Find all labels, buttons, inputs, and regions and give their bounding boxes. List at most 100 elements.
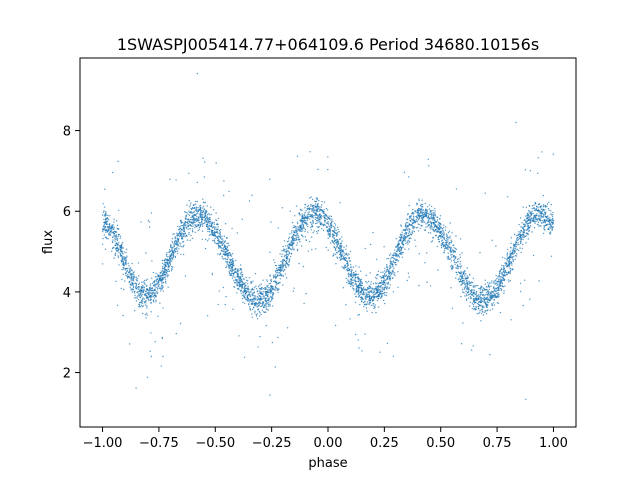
data-point xyxy=(171,240,173,242)
data-point xyxy=(433,227,435,229)
data-point xyxy=(464,282,466,285)
data-point xyxy=(535,207,538,210)
data-point xyxy=(192,211,195,213)
data-point xyxy=(341,240,343,242)
data-point xyxy=(206,221,209,224)
data-point xyxy=(454,263,456,265)
data-point xyxy=(148,298,150,300)
data-point xyxy=(136,291,138,294)
data-point xyxy=(208,238,210,240)
data-point xyxy=(131,279,133,281)
data-point xyxy=(223,244,225,246)
data-point xyxy=(259,335,261,338)
data-point xyxy=(428,216,430,218)
data-point xyxy=(465,293,467,295)
data-point xyxy=(310,236,313,238)
data-point xyxy=(220,249,223,252)
data-point xyxy=(282,263,284,265)
data-point xyxy=(251,282,253,284)
data-point xyxy=(274,261,276,264)
data-point xyxy=(160,276,162,278)
data-point xyxy=(475,299,477,301)
data-point xyxy=(356,280,358,283)
data-point xyxy=(397,243,399,245)
data-point xyxy=(527,227,529,230)
data-point xyxy=(230,253,232,256)
data-point xyxy=(307,208,309,210)
data-point xyxy=(178,231,181,233)
data-point xyxy=(255,315,258,317)
data-point xyxy=(289,210,291,212)
data-point xyxy=(477,298,480,301)
data-point xyxy=(267,309,269,311)
data-point xyxy=(418,200,420,202)
data-point xyxy=(435,230,438,233)
data-point xyxy=(327,237,329,239)
data-point xyxy=(463,277,465,280)
data-point xyxy=(288,251,290,253)
data-point xyxy=(313,214,315,217)
data-point xyxy=(484,283,486,285)
data-point xyxy=(525,221,527,224)
data-point xyxy=(225,266,227,269)
data-point xyxy=(122,268,125,270)
data-point xyxy=(416,217,419,219)
data-point xyxy=(433,217,436,219)
data-point xyxy=(426,225,429,228)
data-point xyxy=(155,292,157,294)
data-point xyxy=(124,262,127,265)
data-point xyxy=(327,223,329,225)
data-point xyxy=(166,252,168,254)
data-point xyxy=(394,252,396,254)
data-point xyxy=(312,220,314,222)
data-point xyxy=(468,290,470,292)
data-point xyxy=(424,209,427,212)
data-point xyxy=(189,224,192,227)
data-point xyxy=(363,301,366,303)
data-point xyxy=(195,220,198,223)
data-point xyxy=(353,288,355,290)
data-point xyxy=(432,209,434,212)
data-point xyxy=(116,238,119,240)
data-point xyxy=(507,264,510,266)
data-point xyxy=(457,266,459,268)
data-point xyxy=(277,291,279,294)
data-point xyxy=(520,242,522,245)
data-point xyxy=(483,298,486,301)
data-point xyxy=(395,238,397,240)
data-point xyxy=(177,243,179,246)
data-point xyxy=(161,259,164,262)
data-point xyxy=(244,297,246,300)
data-point xyxy=(174,249,176,251)
data-point xyxy=(115,280,117,283)
data-point xyxy=(311,198,314,201)
data-point xyxy=(389,279,391,281)
data-point xyxy=(491,239,493,241)
data-point xyxy=(268,297,271,299)
data-point xyxy=(423,221,426,223)
data-point xyxy=(219,252,222,255)
data-point xyxy=(167,266,169,268)
data-point xyxy=(150,212,153,214)
data-point xyxy=(317,210,319,212)
data-point xyxy=(265,324,267,327)
data-point xyxy=(397,241,400,243)
data-point xyxy=(120,247,123,249)
data-point xyxy=(237,273,239,276)
data-point xyxy=(219,246,221,248)
data-point xyxy=(455,277,457,279)
data-point xyxy=(321,204,323,206)
data-point xyxy=(448,241,451,244)
data-point xyxy=(439,234,441,237)
data-point xyxy=(481,291,483,294)
data-point xyxy=(262,288,265,290)
data-point xyxy=(183,230,186,233)
data-point xyxy=(117,228,119,230)
data-point xyxy=(111,247,114,250)
data-point xyxy=(491,290,493,293)
data-point xyxy=(417,223,419,225)
data-point xyxy=(242,275,244,277)
data-point xyxy=(357,288,359,290)
data-point xyxy=(551,228,553,231)
data-point xyxy=(240,290,242,292)
